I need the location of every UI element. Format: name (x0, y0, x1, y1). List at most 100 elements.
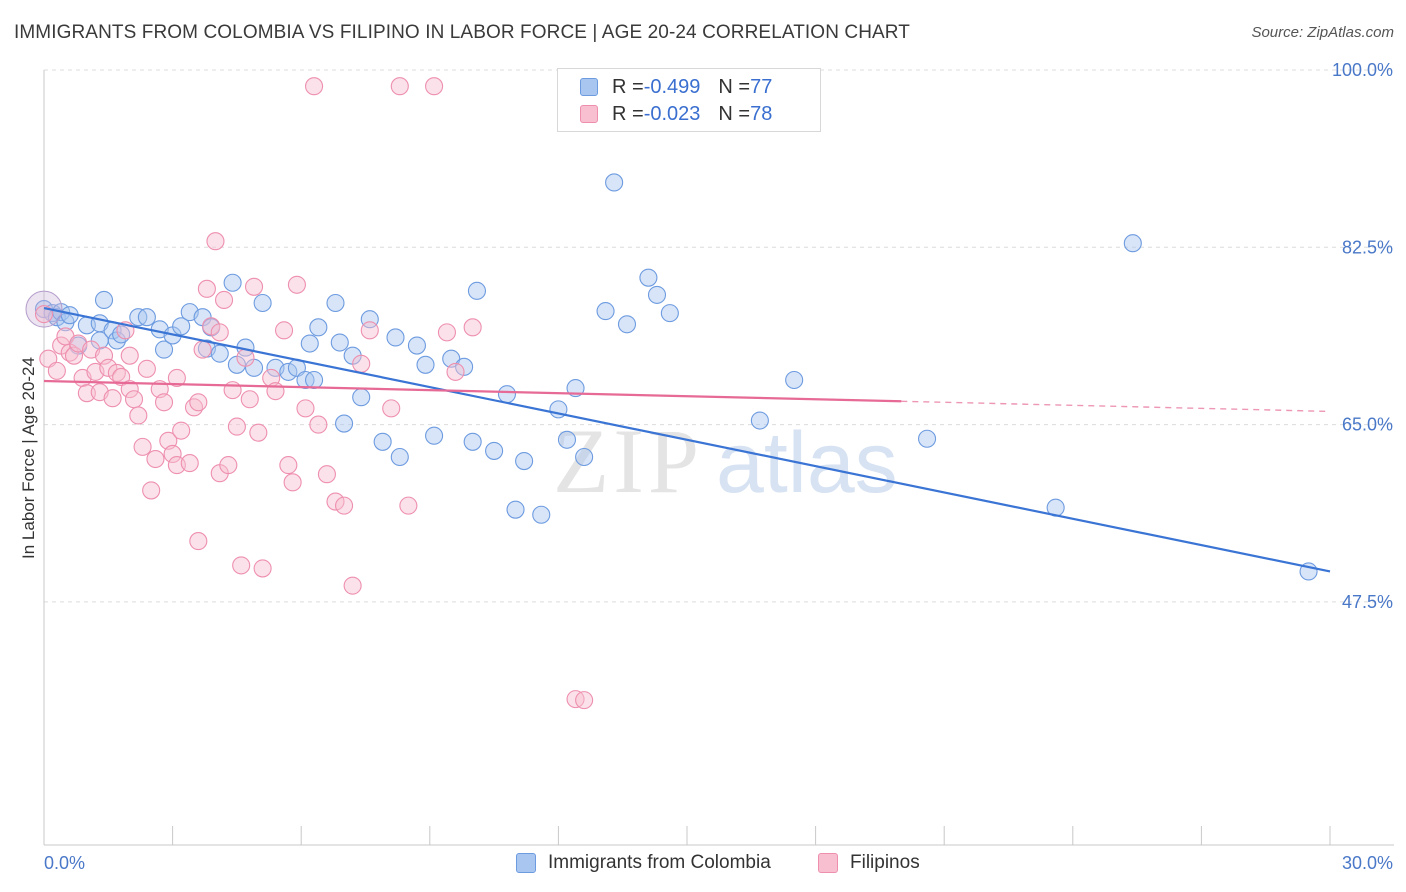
point-colombia (94, 290, 114, 310)
point-filipinos (163, 444, 182, 464)
point-colombia (279, 362, 298, 381)
point-colombia (300, 334, 319, 353)
point-colombia (425, 426, 444, 445)
point-colombia (390, 447, 409, 467)
point-colombia (210, 344, 229, 363)
point-filipinos (167, 368, 186, 388)
legend-label-filipinos: Filipinos (850, 852, 920, 873)
point-filipinos (120, 380, 139, 399)
point-filipinos (94, 346, 114, 365)
trend-line-filipinos-dashed (901, 400, 1331, 413)
legend-r-label: R = (612, 75, 644, 98)
point-filipinos (189, 532, 208, 551)
point-colombia (137, 308, 156, 327)
legend-swatch-filipinos (580, 105, 598, 123)
point-colombia (386, 328, 405, 347)
y-tick-label: 100.0% (1332, 60, 1393, 80)
point-filipinos (103, 389, 122, 408)
point-filipinos (305, 77, 324, 96)
point-filipinos (99, 358, 118, 377)
point-colombia (352, 388, 371, 407)
point-filipinos (249, 423, 268, 442)
point-filipinos (197, 279, 216, 298)
point-filipinos (382, 399, 401, 418)
legend-n-label: N = (718, 102, 751, 125)
trend-line-filipinos (43, 379, 902, 403)
point-filipinos (137, 359, 156, 378)
point-filipinos (279, 456, 298, 475)
point-colombia (463, 432, 482, 451)
x-tick-label: 30.0% (1342, 853, 1393, 873)
point-filipinos (77, 384, 96, 403)
point-filipinos (352, 354, 371, 373)
legend-label-colombia: Immigrants from Colombia (548, 852, 771, 873)
point-filipinos (240, 390, 259, 409)
point-filipinos (266, 382, 285, 401)
series-legend: Immigrants from Colombia Filipinos (0, 852, 1406, 878)
point-colombia (617, 315, 637, 334)
point-filipinos (446, 362, 465, 381)
watermark-atlas: atlas (716, 415, 898, 511)
point-filipinos (287, 275, 306, 294)
legend-r-value: -0.499 (643, 75, 701, 98)
point-colombia (660, 304, 679, 323)
series-filipinos (34, 77, 594, 710)
point-filipinos (575, 691, 594, 710)
point-filipinos (232, 556, 251, 575)
point-filipinos (146, 449, 165, 469)
point-colombia (557, 430, 577, 449)
legend-swatch-colombia (516, 853, 536, 873)
legend-row-colombia: R = -0.499 N = 77 (580, 74, 772, 100)
point-colombia (566, 379, 585, 398)
point-filipinos (317, 465, 336, 484)
point-colombia (1123, 234, 1142, 253)
x-tick-labels: 0.0% 30.0% (44, 853, 1393, 873)
legend-n-value: 78 (750, 102, 773, 125)
point-filipinos (437, 323, 456, 342)
series-colombia (25, 173, 1318, 581)
point-colombia (330, 333, 349, 352)
point-filipinos (390, 77, 409, 96)
x-tick-label: 0.0% (44, 853, 85, 873)
point-filipinos (129, 406, 148, 425)
point-colombia (416, 355, 435, 374)
point-colombia (575, 447, 594, 467)
point-filipinos (425, 77, 444, 96)
point-filipinos (206, 232, 225, 251)
point-colombia (305, 370, 324, 390)
point-filipinos (120, 346, 139, 365)
point-filipinos (343, 576, 362, 595)
point-colombia (326, 293, 345, 313)
point-colombia (647, 285, 667, 304)
y-tick-label: 47.5% (1342, 592, 1393, 612)
point-filipinos (193, 340, 212, 359)
point-filipinos (223, 381, 242, 400)
point-colombia (335, 414, 354, 433)
point-filipinos (244, 277, 264, 296)
grid-lines (44, 69, 1394, 603)
chart-title: IMMIGRANTS FROM COLOMBIA VS FILIPINO IN … (14, 22, 910, 43)
correlation-legend: R = -0.499 N = 77 R = -0.023 N = 78 (557, 68, 821, 132)
point-filipinos (227, 417, 246, 436)
point-colombia (485, 441, 504, 460)
trend-line-colombia (43, 306, 1331, 573)
point-filipinos (236, 348, 255, 367)
point-colombia (253, 293, 272, 313)
point-filipinos (335, 496, 354, 515)
point-filipinos (219, 456, 238, 475)
point-colombia (596, 302, 615, 321)
point-filipinos (214, 290, 234, 310)
legend-r-value: -0.023 (643, 102, 701, 125)
y-axis-label: In Labor Force | Age 20-24 (19, 357, 38, 559)
point-colombia (639, 268, 658, 287)
point-colombia (407, 336, 426, 355)
point-colombia (455, 357, 474, 376)
point-colombia (172, 317, 191, 336)
point-filipinos (463, 318, 482, 337)
legend-n-value: 77 (750, 75, 773, 98)
point-colombia (918, 429, 937, 448)
point-filipinos (64, 346, 84, 365)
y-tick-labels: 47.5% 65.0% 82.5% 100.0% (1332, 60, 1393, 612)
axes (43, 70, 1394, 846)
